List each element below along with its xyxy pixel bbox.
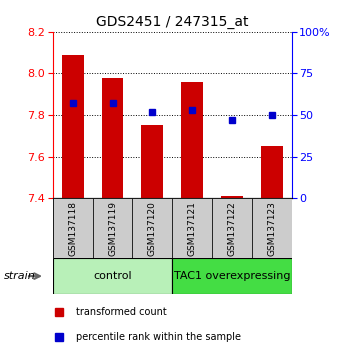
Text: GSM137119: GSM137119 (108, 201, 117, 256)
Text: GSM137121: GSM137121 (188, 201, 197, 256)
Text: percentile rank within the sample: percentile rank within the sample (76, 332, 241, 342)
Text: control: control (93, 271, 132, 281)
Bar (102, 78, 123, 198)
Bar (142, 125, 163, 198)
Text: strain: strain (3, 271, 35, 281)
Text: GSM137118: GSM137118 (68, 201, 77, 256)
Bar (261, 146, 283, 198)
Title: GDS2451 / 247315_at: GDS2451 / 247315_at (96, 16, 249, 29)
Bar (181, 82, 203, 198)
Bar (172, 198, 212, 258)
Text: GSM137122: GSM137122 (227, 201, 236, 256)
Bar (53, 198, 93, 258)
Bar (62, 55, 84, 198)
Bar (212, 198, 252, 258)
Bar (53, 258, 172, 294)
Bar (172, 258, 292, 294)
Bar (221, 196, 243, 198)
Text: GSM137120: GSM137120 (148, 201, 157, 256)
Bar (93, 198, 132, 258)
Bar (252, 198, 292, 258)
Bar (132, 198, 172, 258)
Text: TAC1 overexpressing: TAC1 overexpressing (174, 271, 290, 281)
Text: GSM137123: GSM137123 (267, 201, 276, 256)
Text: transformed count: transformed count (76, 307, 167, 317)
